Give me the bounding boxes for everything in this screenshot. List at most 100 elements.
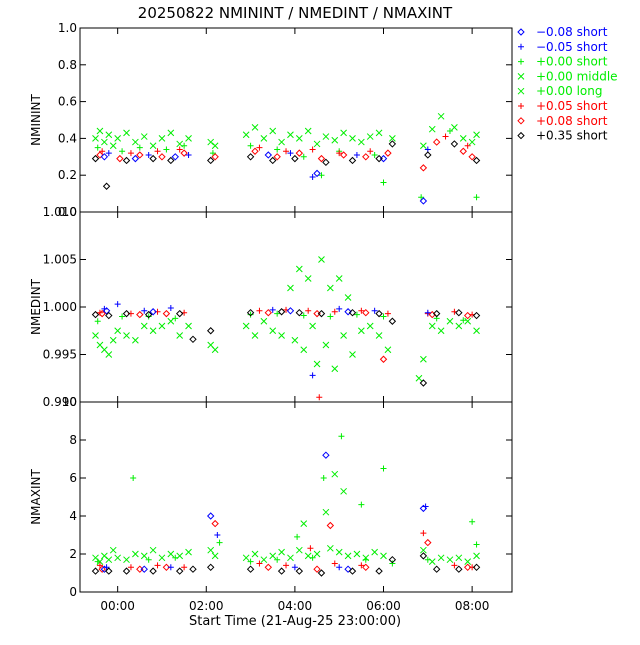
data-point [464, 142, 471, 149]
data-point [419, 164, 428, 172]
data-point [340, 487, 347, 495]
data-point [375, 309, 383, 318]
data-point [371, 307, 378, 314]
data-point [327, 313, 334, 320]
data-point [326, 284, 334, 292]
data-point [247, 558, 254, 565]
y-tick-label: 10 [62, 395, 77, 409]
data-point [91, 567, 100, 575]
data-point [207, 156, 215, 165]
data-point [123, 332, 130, 339]
data-point [149, 567, 157, 575]
y-tick-label: 6 [69, 471, 77, 485]
data-point [384, 346, 392, 354]
data-point [277, 567, 286, 575]
data-point [269, 127, 277, 135]
panels: 0.0 0.2 0.4 0.6 0.8 1.0 NMININT 0.990 0.995 1.000… [29, 21, 513, 613]
data-point [167, 304, 174, 311]
data-point [92, 332, 99, 339]
data-point [214, 532, 221, 538]
legend-marker [517, 28, 525, 36]
data-point [274, 310, 281, 317]
data-point [388, 317, 397, 325]
legend-entry: −0.05 short [518, 40, 608, 54]
data-point [207, 546, 215, 554]
data-point [300, 312, 307, 319]
data-point [251, 124, 259, 131]
y-tick-label: 1.000 [43, 300, 77, 314]
data-point [437, 327, 445, 335]
data-point [123, 129, 130, 137]
data-point [415, 374, 423, 382]
data-point [105, 351, 113, 358]
data-point [464, 317, 472, 325]
data-point [94, 558, 101, 565]
data-point [163, 146, 170, 153]
data-point [437, 554, 445, 562]
data-point [336, 564, 343, 571]
data-point [103, 564, 110, 571]
data-point [313, 360, 321, 368]
data-point [362, 556, 369, 563]
data-point [119, 313, 126, 320]
data-point [318, 172, 325, 179]
data-point [181, 142, 188, 149]
data-point [211, 153, 219, 161]
data-point [446, 128, 453, 135]
data-point [278, 332, 285, 339]
legend-entry: +0.00 long [517, 84, 603, 98]
legend-entry: +0.35 short [517, 129, 608, 143]
data-point [185, 548, 192, 556]
data-point [322, 451, 330, 459]
data-point [313, 565, 321, 573]
data-point [468, 138, 476, 146]
data-point [94, 318, 101, 325]
legend-marker [518, 43, 524, 50]
data-point [344, 565, 352, 573]
data-point [322, 158, 330, 167]
data-point [388, 140, 397, 148]
data-point [158, 153, 166, 161]
data-point [336, 305, 343, 312]
data-point [460, 317, 467, 324]
data-point [295, 308, 304, 317]
data-point [207, 563, 215, 572]
data-point [242, 554, 250, 562]
data-point [102, 307, 111, 315]
data-point [300, 153, 307, 160]
y-tick-label: 0.990 [43, 395, 77, 409]
data-point [380, 179, 387, 186]
data-point [175, 567, 184, 575]
data-point [140, 552, 148, 560]
data-point [339, 151, 348, 159]
data-point [379, 355, 388, 363]
data-point [211, 142, 219, 150]
data-point [464, 558, 472, 565]
data-point [326, 521, 335, 530]
data-point [278, 548, 285, 556]
y-tick-label: 1.005 [43, 253, 77, 267]
data-point [264, 151, 273, 159]
data-point [269, 306, 276, 313]
data-point [442, 133, 449, 140]
data-point [264, 308, 273, 317]
data-point [420, 355, 427, 363]
data-point [101, 138, 108, 146]
data-point [380, 465, 387, 472]
legend-label: +0.08 short [536, 114, 608, 128]
x-axis-label: Start Time (21-Aug-25 23:00:00) [189, 614, 401, 629]
data-point [384, 149, 392, 157]
data-point [340, 332, 347, 339]
data-point [419, 197, 428, 205]
data-point [358, 307, 365, 314]
data-point [209, 150, 216, 157]
data-point [136, 310, 144, 319]
x-tick-label: 02:00 [189, 599, 224, 613]
data-point [451, 562, 458, 569]
data-point [291, 564, 298, 571]
data-point [362, 308, 370, 317]
data-point [358, 501, 365, 508]
data-point [344, 552, 352, 560]
data-point [313, 169, 321, 178]
data-point [167, 156, 175, 165]
